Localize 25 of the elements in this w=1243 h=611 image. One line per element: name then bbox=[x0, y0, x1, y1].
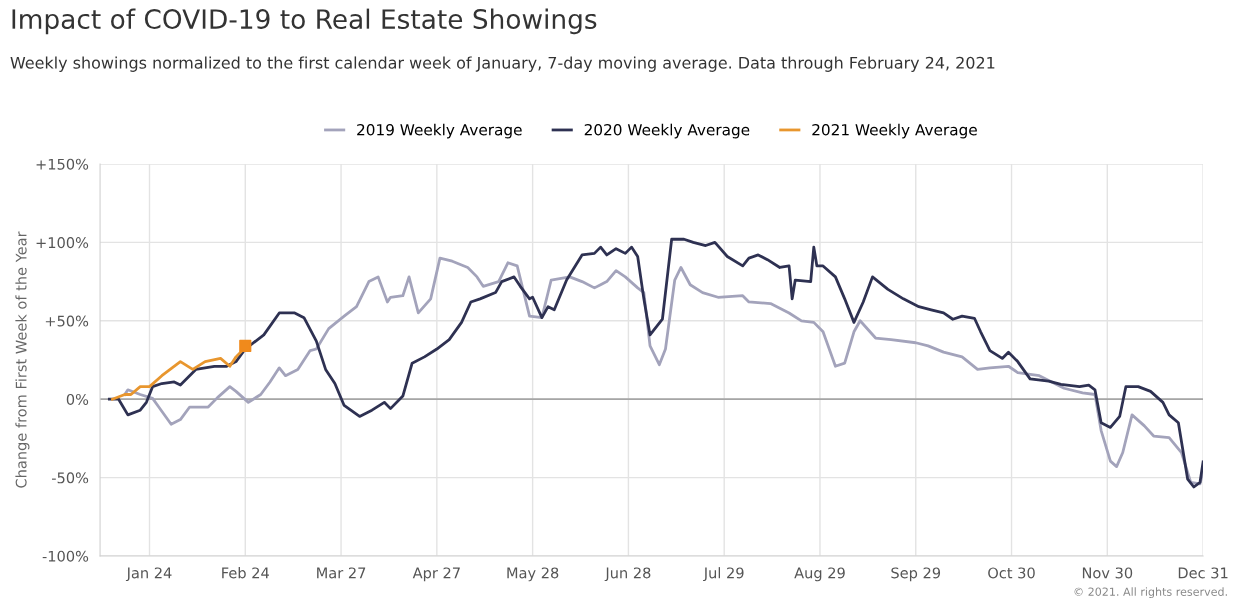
chart-title: Impact of COVID-19 to Real Estate Showings bbox=[12, 8, 597, 35]
legend-label: 2021 Weekly Average bbox=[812, 123, 977, 139]
y-tick-label: +100% bbox=[36, 237, 89, 249]
x-tick-label: Mar 27 bbox=[317, 567, 366, 579]
text: © 2021. All rights reserved. bbox=[1074, 587, 1227, 599]
x-tick-label: Jun 28 bbox=[604, 567, 651, 582]
y-tick-label: -100% bbox=[42, 550, 89, 562]
x-tick-label: Oct 30 bbox=[988, 567, 1035, 579]
y-axis-title: Change from First Week of the Year bbox=[15, 231, 30, 488]
y-tick-label: +150% bbox=[36, 158, 89, 170]
chart-subtitle: Weekly showings normalized to the first calendar week of January, 7-day moving average. Data through February 24, 2021 bbox=[10, 56, 995, 72]
legend-label: 2019 Weekly Average bbox=[357, 123, 522, 139]
x-tick-label: Apr 27 bbox=[412, 567, 460, 582]
x-tick-label: Dec 31 bbox=[1178, 567, 1228, 579]
y-tick-label: -50% bbox=[51, 472, 89, 484]
x-tick-label: Nov 30 bbox=[1082, 567, 1133, 579]
x-tick-label: Jan 24 bbox=[125, 567, 172, 582]
y-tick-label: +50% bbox=[45, 315, 89, 327]
legend-label: 2020 Weekly Average bbox=[584, 123, 750, 139]
x-tick-label: Aug 29 bbox=[794, 567, 845, 582]
x-tick-label: Sep 29 bbox=[891, 567, 941, 582]
x-tick-label: May 28 bbox=[507, 567, 559, 582]
y-tick-label: 0% bbox=[66, 393, 89, 405]
x-tick-label: Jul 29 bbox=[703, 567, 744, 582]
x-tick-label: Feb 24 bbox=[222, 567, 269, 579]
